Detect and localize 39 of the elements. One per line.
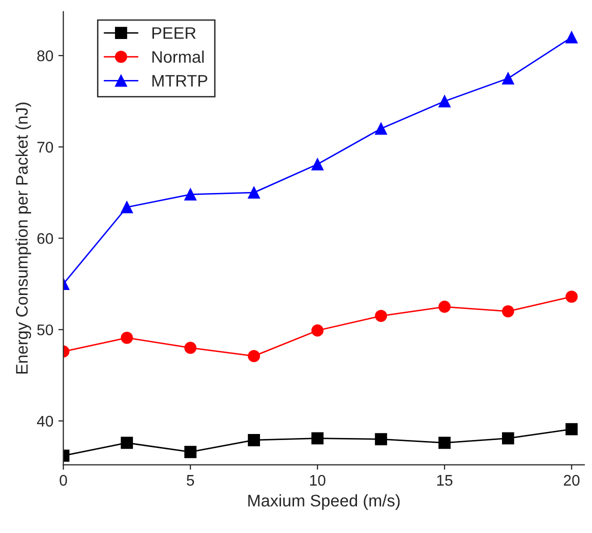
point: [502, 72, 514, 84]
point: [248, 186, 260, 199]
x-tick-label: 15: [437, 475, 452, 486]
legend-label: PEER: [152, 27, 196, 39]
point: [502, 305, 514, 318]
y-axis-title: Energy Consumption per Packet (nJ): [16, 102, 32, 374]
y-tick-label: 60: [37, 233, 54, 244]
point: [311, 158, 324, 170]
x-axis-title: Maxium Speed (m/s): [248, 494, 400, 510]
point: [184, 342, 196, 354]
point: [566, 31, 578, 44]
point: [502, 432, 514, 444]
point: [184, 446, 196, 458]
point: [248, 350, 260, 362]
y-tick-label: 40: [36, 416, 54, 427]
y-tick-label: 70: [37, 142, 54, 153]
point: [120, 332, 133, 344]
point: [120, 201, 133, 214]
point: [566, 290, 578, 303]
point: [248, 434, 260, 446]
point: [311, 432, 324, 444]
point: [438, 436, 451, 449]
point: [566, 423, 578, 436]
x-tick-label: 5: [186, 475, 194, 486]
point: [438, 300, 451, 313]
y-tick-label: 50: [37, 324, 54, 336]
y-tick-label: 80: [37, 50, 54, 62]
point: [311, 324, 324, 337]
legend-label: Normal: [152, 50, 204, 63]
point: [374, 433, 388, 446]
point: [438, 95, 451, 108]
x-tick-label: 0: [60, 474, 67, 486]
x-tick-label: 10: [310, 474, 326, 486]
point: [374, 310, 388, 322]
legend-label: MTRTP: [152, 75, 208, 87]
point: [184, 188, 196, 200]
point: [120, 436, 133, 449]
point: [374, 122, 388, 135]
x-tick-label: 20: [564, 474, 580, 486]
